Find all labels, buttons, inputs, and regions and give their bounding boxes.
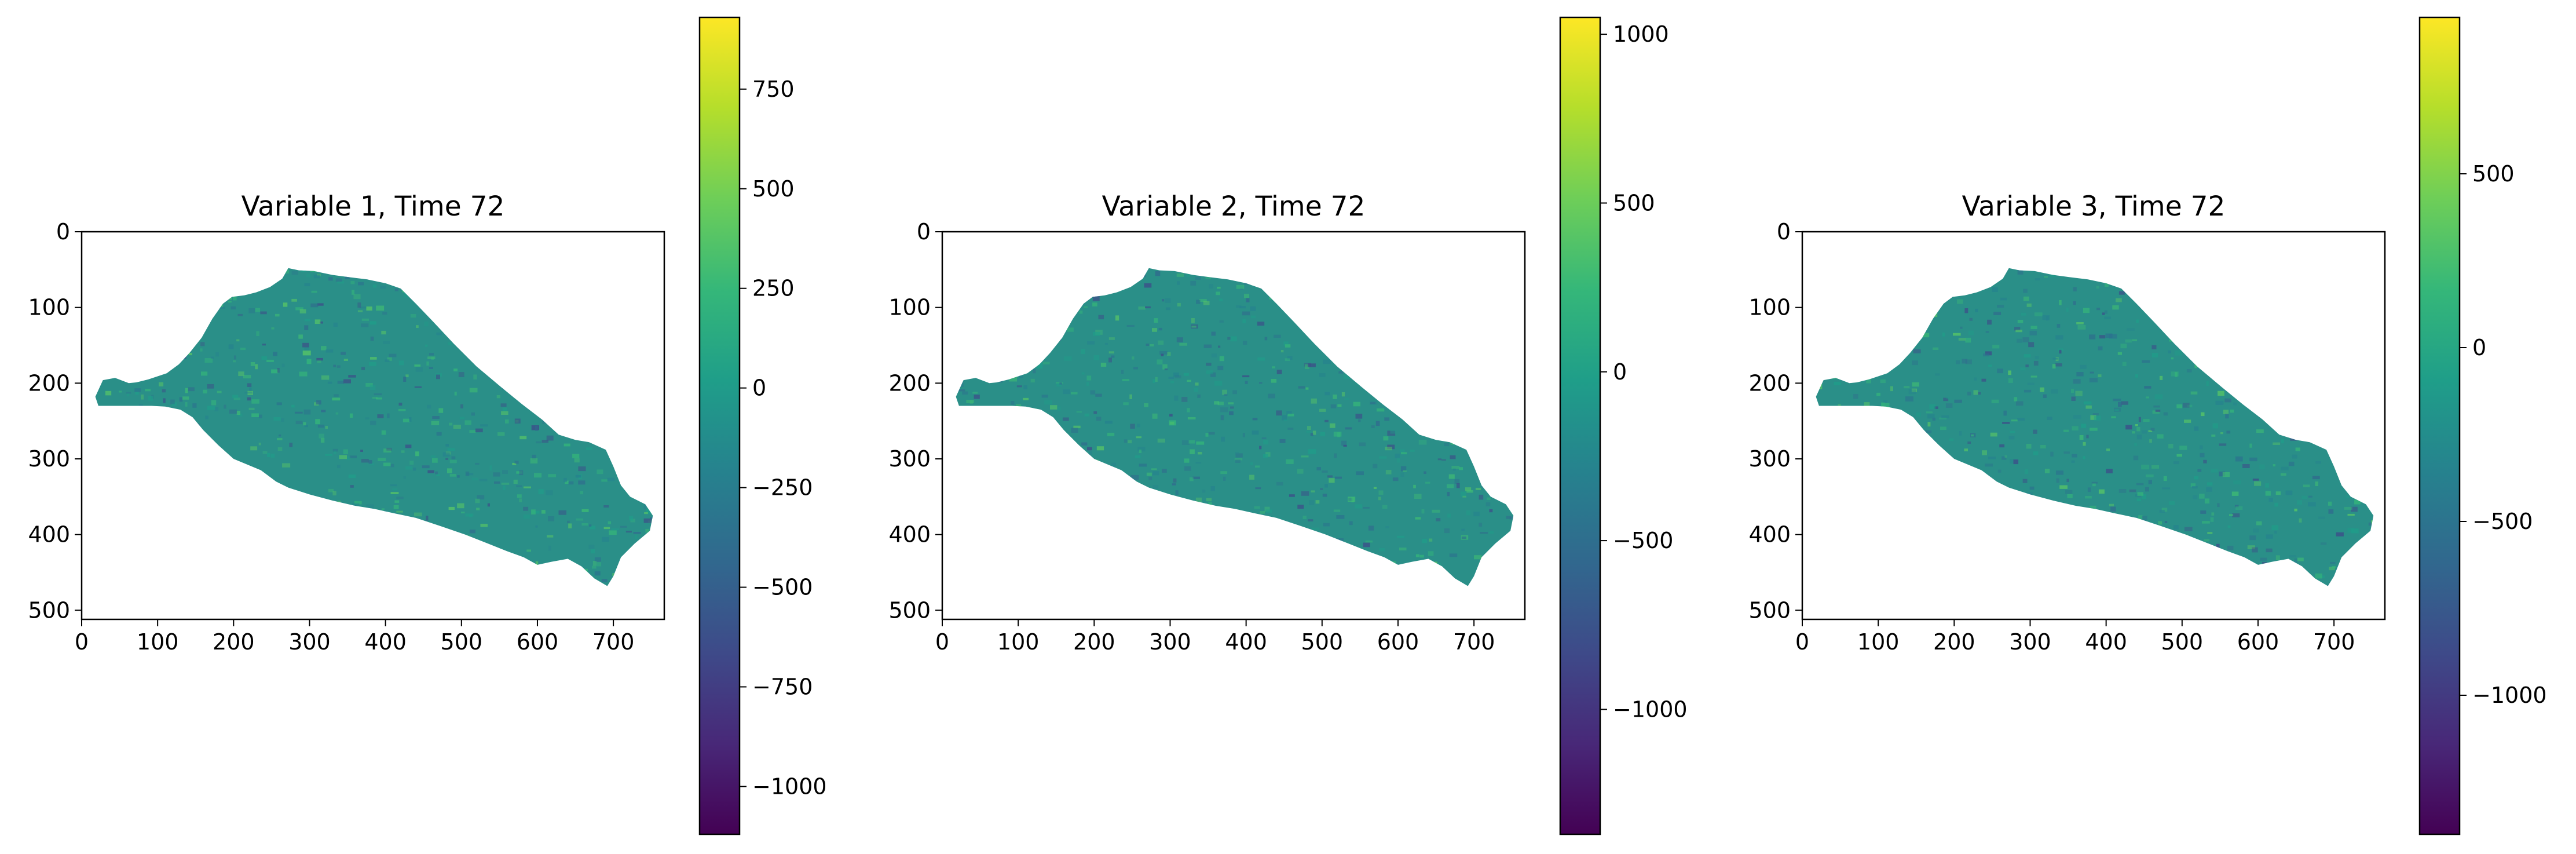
x-tick-label: 300 xyxy=(2009,629,2051,655)
y-tick-label: 400 xyxy=(1748,522,1791,548)
colorbar-tick-label: −1000 xyxy=(1613,696,1688,722)
y-tick-label: 0 xyxy=(917,219,931,244)
x-tick-label: 0 xyxy=(75,629,89,655)
x-tick-label: 0 xyxy=(935,629,949,655)
axes-frame xyxy=(80,231,665,621)
colorbar-gradient xyxy=(698,16,741,835)
panel-2: Variable 2, Time 72 0 100 200 300 400 500 600 70… xyxy=(888,16,1688,835)
colorbar-tick-label: 1000 xyxy=(1613,21,1669,47)
x-tick-label: 500 xyxy=(2161,629,2204,655)
x-tick-label: 400 xyxy=(2085,629,2127,655)
x-tick-label: 500 xyxy=(1301,629,1344,655)
colorbar-tick-label: −500 xyxy=(2472,509,2533,534)
axes-frame xyxy=(941,231,1526,621)
heatmap-field xyxy=(1816,268,2374,586)
x-tick-label: 200 xyxy=(1073,629,1115,655)
panel-title: Variable 2, Time 72 xyxy=(1102,191,1366,222)
y-tick-label: 300 xyxy=(888,446,931,472)
y-tick-label: 100 xyxy=(1748,295,1791,320)
x-tick-label: 700 xyxy=(592,629,635,655)
x-tick-label: 700 xyxy=(1453,629,1495,655)
y-tick-label: 0 xyxy=(56,219,70,244)
y-tick-label: 200 xyxy=(1748,370,1791,396)
colorbar-gradient xyxy=(1559,16,1601,835)
y-tick-label: 500 xyxy=(1748,597,1791,623)
y-tick-label: 100 xyxy=(28,295,70,320)
colorbar-tick-label: 250 xyxy=(752,276,795,301)
x-tick-label: 400 xyxy=(364,629,407,655)
x-tick-label: 0 xyxy=(1795,629,1809,655)
y-tick-label: 200 xyxy=(28,370,70,396)
y-tick-label: 500 xyxy=(888,597,931,623)
colorbar-tick-label: 500 xyxy=(752,176,795,202)
y-tick-label: 100 xyxy=(888,295,931,320)
x-tick-label: 200 xyxy=(213,629,255,655)
colorbar-tick-label: −750 xyxy=(752,674,813,700)
x-tick-label: 100 xyxy=(137,629,179,655)
panel-title: Variable 3, Time 72 xyxy=(1962,191,2226,222)
colorbar: 750 500 250 0 −250 −500 −750 −1000 xyxy=(698,16,827,835)
colorbar-gradient xyxy=(2418,16,2461,835)
x-tick-label: 100 xyxy=(1857,629,1900,655)
x-tick-label: 400 xyxy=(1225,629,1267,655)
colorbar-tick-label: −500 xyxy=(1613,528,1673,553)
x-tick-label: 600 xyxy=(517,629,559,655)
colorbar-tick-label: 500 xyxy=(2472,161,2515,187)
y-tick-label: 200 xyxy=(888,370,931,396)
x-tick-label: 700 xyxy=(2313,629,2355,655)
y-tick-label: 0 xyxy=(1777,219,1791,244)
panel-title: Variable 1, Time 72 xyxy=(241,191,505,222)
x-tick-label: 600 xyxy=(2237,629,2279,655)
axes-frame xyxy=(1801,231,2386,621)
heatmap-field xyxy=(95,268,653,586)
colorbar-tick-label: 0 xyxy=(2472,335,2486,360)
y-tick-label: 400 xyxy=(888,522,931,548)
heatmap-field xyxy=(956,268,1514,586)
colorbar-tick-label: −1000 xyxy=(752,773,827,799)
x-tick-label: 300 xyxy=(1149,629,1191,655)
x-tick-label: 500 xyxy=(441,629,483,655)
colorbar: 1000 500 0 −500 −1000 xyxy=(1559,16,1688,835)
x-tick-label: 300 xyxy=(288,629,331,655)
y-tick-label: 300 xyxy=(28,446,70,472)
panel-3: Variable 3, Time 72 0 100 200 300 400 500 600 70… xyxy=(1748,16,2547,835)
colorbar-tick-label: 0 xyxy=(1613,359,1627,385)
y-tick-label: 400 xyxy=(28,522,70,548)
colorbar-tick-label: −500 xyxy=(752,575,813,600)
x-tick-label: 600 xyxy=(1377,629,1419,655)
colorbar-tick-label: 0 xyxy=(752,375,766,401)
colorbar-tick-label: 500 xyxy=(1613,190,1655,216)
y-tick-label: 300 xyxy=(1748,446,1791,472)
colorbar-tick-label: 750 xyxy=(752,76,795,102)
colorbar-tick-label: −250 xyxy=(752,475,813,501)
x-tick-label: 100 xyxy=(997,629,1040,655)
colorbar-tick-label: −1000 xyxy=(2472,683,2547,708)
y-tick-label: 500 xyxy=(28,597,70,623)
colorbar: 500 0 −500 −1000 xyxy=(2418,16,2547,835)
x-tick-label: 200 xyxy=(1933,629,1975,655)
panel-1: Variable 1, Time 72 0 100 200 300 400 500 600 70… xyxy=(28,16,827,835)
